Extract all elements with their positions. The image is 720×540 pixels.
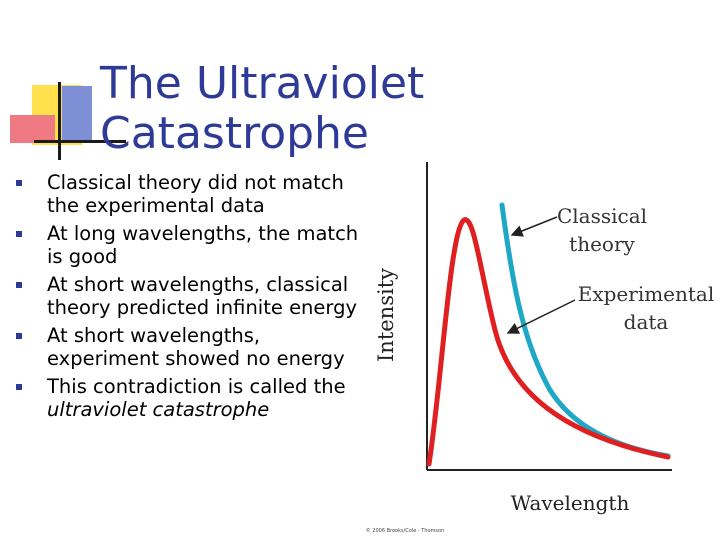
- bullet-text: At short wavelengths, classical theory p…: [47, 273, 358, 319]
- classical-arrow: [510, 216, 558, 237]
- experimental-arrow: [506, 299, 576, 334]
- bullet-item: Classical theory did not match the exper…: [14, 171, 374, 217]
- xlabel: Wavelength: [511, 491, 630, 515]
- bullet-text: At long wavelengths, the match is good: [47, 222, 359, 268]
- figure-svg: Intensity Wavelength Classical theory Ex…: [366, 162, 715, 534]
- bullet-item: At long wavelengths, the match is good: [14, 222, 374, 268]
- experimental-data-curve: [426, 217, 671, 467]
- bullet-square-icon: [16, 180, 22, 186]
- bullet-square-icon: [16, 231, 22, 237]
- experimental-label-line1: Experimental: [578, 282, 715, 306]
- ylabel: Intensity: [374, 268, 398, 362]
- slide-title: The Ultraviolet Catastrophe: [100, 59, 520, 159]
- bullet-square-icon: [16, 333, 22, 339]
- experimental-label-line2: data: [624, 310, 669, 334]
- bullet-emphasis: ultraviolet catastrophe: [47, 398, 270, 421]
- title-line-1: The Ultraviolet: [100, 58, 425, 110]
- bullet-text: At short wavelengths, experiment showed …: [47, 324, 345, 370]
- classical-label-line2: theory: [569, 232, 635, 256]
- copyright-note: © 2006 Brooks/Cole - Thomson: [366, 527, 445, 534]
- decor-blue-block: [62, 86, 92, 142]
- bullet-item: At short wavelengths, experiment showed …: [14, 324, 374, 370]
- decor-vertical-line: [58, 82, 61, 160]
- bullet-text: Classical theory did not match the exper…: [47, 171, 344, 217]
- bullet-item: At short wavelengths, classical theory p…: [14, 273, 374, 319]
- decor-horizontal-line: [34, 140, 126, 143]
- bullet-square-icon: [16, 282, 22, 288]
- bullet-text: This contradiction is called the: [47, 375, 346, 398]
- title-line-2: Catastrophe: [100, 108, 370, 160]
- bullet-square-icon: [16, 384, 22, 390]
- bullet-list: Classical theory did not match the exper…: [14, 171, 374, 426]
- bullet-item: This contradiction is called the ultravi…: [14, 375, 374, 421]
- decor-pink-block: [10, 115, 55, 143]
- classical-label-line1: Classical: [557, 204, 647, 228]
- intensity-wavelength-figure: Intensity Wavelength Classical theory Ex…: [360, 150, 720, 535]
